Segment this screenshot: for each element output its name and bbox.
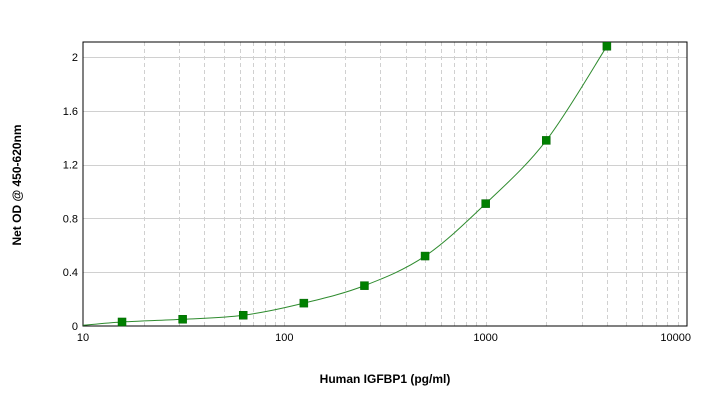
y-tick-label: 0.4: [63, 267, 78, 279]
data-points: [117, 41, 612, 327]
x-tick-label: 1000: [473, 332, 497, 344]
data-point-marker: [360, 281, 369, 290]
data-point-marker: [178, 315, 187, 324]
data-point-marker: [238, 310, 248, 320]
fit-curve: [82, 45, 608, 326]
y-axis-ticks: 0 0.4 0.8 1.2 1.6 2: [63, 52, 78, 333]
data-point-marker: [299, 298, 309, 308]
y-tick-label: 1.6: [63, 106, 78, 118]
y-tick-label: 0.8: [63, 213, 78, 225]
data-point-marker: [420, 251, 430, 261]
x-axis-ticks: 10 100 1000 10000: [77, 332, 691, 344]
data-point-marker: [602, 41, 612, 51]
y-tick-label: 0: [72, 321, 78, 333]
x-tick-label: 10000: [660, 332, 691, 344]
x-tick-label: 100: [275, 332, 293, 344]
x-axis-title: Human IGFBP1 (pg/ml): [320, 372, 451, 386]
y-tick-label: 1.2: [63, 160, 78, 172]
grid-lines: [83, 42, 687, 326]
x-tick-label: 10: [77, 332, 89, 344]
y-tick-label: 2: [72, 52, 78, 64]
data-point-marker: [542, 136, 551, 145]
data-point-marker: [481, 199, 490, 208]
plot-frame: [82, 41, 688, 327]
data-point-marker: [117, 317, 127, 327]
y-axis-title: Net OD @ 450-620nm: [10, 124, 24, 245]
